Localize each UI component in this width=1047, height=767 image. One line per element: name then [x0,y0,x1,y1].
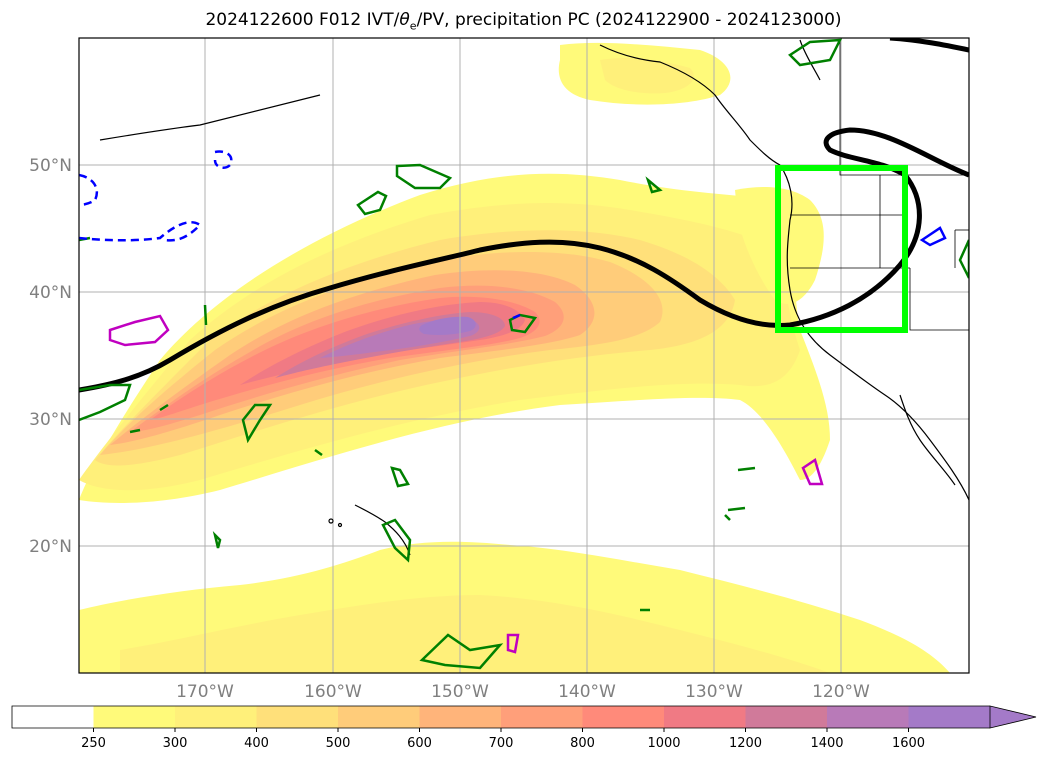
coastlines [99,39,969,556]
lon-label: 130°W [685,682,743,702]
map-plot-area [79,38,969,673]
map-frame [78,37,970,674]
pv-contours-negative [79,150,233,242]
colorbar-tick-label: 1400 [810,736,843,751]
pv-contours-negative [512,226,947,320]
colorbar-tick-label: 1600 [892,736,925,751]
colorbar-tick-label: 1200 [729,736,762,751]
ivt-band-300 [120,595,830,673]
colorbar-segment [664,706,746,728]
longitude-labels: 170°W 160°W 150°W 140°W 130°W 120°W [176,682,870,702]
lon-label: 120°W [812,682,870,702]
colorbar-segment [827,706,909,728]
lon-label: 160°W [304,682,362,702]
colorbar-tick-label: 250 [81,736,106,751]
colorbar-segment [745,706,828,728]
colorbar-segment [12,706,94,728]
lat-label: 30°N [29,410,72,430]
chart-title: 2024122600 F012 IVT/θe/PV, precipitation… [205,10,842,33]
ivt-band-1600 [419,316,476,335]
colorbar-tick-label: 400 [244,736,269,751]
pv-contours-high [108,314,824,654]
lat-label: 50°N [29,156,72,176]
target-region-box [775,165,908,333]
colorbar-segment [419,706,502,728]
theta-e-contour [889,38,969,53]
lat-label: 40°N [29,283,72,303]
colorbar-tick-label: 300 [163,736,188,751]
colorbar-tick-label: 500 [326,736,351,751]
colorbar-tick-label: 800 [570,736,595,751]
colorbar: 250 300 400 500 600 700 800 1000 1200 1400 1600 [11,705,1037,751]
lon-label: 170°W [176,682,234,702]
lon-label: 150°W [431,682,489,702]
colorbar-segment [501,706,583,728]
latitude-labels: 50°N 40°N 30°N 20°N [29,156,72,557]
colorbar-tick-label: 1000 [647,736,680,751]
colorbar-segment [93,706,176,728]
political-borders [790,40,969,331]
colorbar-extend-arrow [989,705,1037,729]
lat-label: 20°N [29,537,72,557]
colorbar-segment [338,706,420,728]
lon-label: 140°W [558,682,616,702]
colorbar-tick-label: 600 [407,736,432,751]
colorbar-segment [582,706,665,728]
colorbar-tick-label: 700 [489,736,514,751]
theta-e-contour [79,127,969,393]
colorbar-segment [175,706,257,728]
colorbar-segment [908,706,991,728]
colorbar-segment [256,706,339,728]
